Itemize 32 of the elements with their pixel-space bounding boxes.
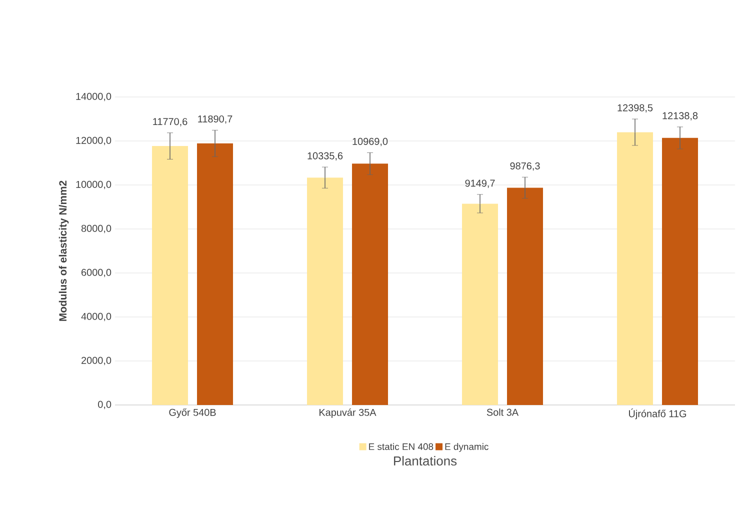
y-tick-label: 0,0 (98, 400, 112, 410)
bar (352, 164, 388, 405)
bar (462, 204, 498, 405)
y-tick-label: 4000,0 (81, 312, 112, 322)
y-tick-label: 2000,0 (82, 356, 112, 366)
legend-label: E static EN 408 (369, 443, 434, 450)
data-label: 10335,6 (308, 152, 343, 161)
data-label: 9149,7 (465, 180, 495, 188)
bar (152, 146, 188, 405)
bar (507, 188, 544, 405)
bar (197, 143, 234, 405)
legend-label: E dynamic (445, 443, 488, 452)
x-axis-title: Plantations (394, 456, 457, 466)
data-label: 11770,6 (153, 118, 188, 126)
data-label: 11890,7 (198, 115, 232, 124)
y-tick-label: 10000,0 (76, 180, 112, 190)
y-tick-label: 14000,0 (76, 92, 112, 102)
data-label: 10969,0 (352, 138, 388, 146)
x-tick-label: Kapuvár 35A (320, 408, 376, 418)
x-tick-label: Újrónafő 11G (629, 408, 686, 420)
x-tick-label: Győr 540B (169, 408, 216, 418)
y-axis-title: Modulus of elasticity N/mm2 (58, 180, 69, 321)
y-tick-label: 6000,0 (82, 268, 112, 278)
bar (307, 178, 344, 405)
y-tick-label: 12000,0 (76, 136, 112, 146)
data-label: 12398,5 (618, 104, 653, 113)
y-tick-label: 8000,0 (81, 224, 112, 234)
bar (662, 138, 698, 405)
x-tick-label: Solt 3A (486, 408, 519, 416)
data-label: 12138,8 (662, 112, 698, 120)
data-label: 9876,3 (510, 162, 540, 171)
bar (617, 132, 654, 405)
